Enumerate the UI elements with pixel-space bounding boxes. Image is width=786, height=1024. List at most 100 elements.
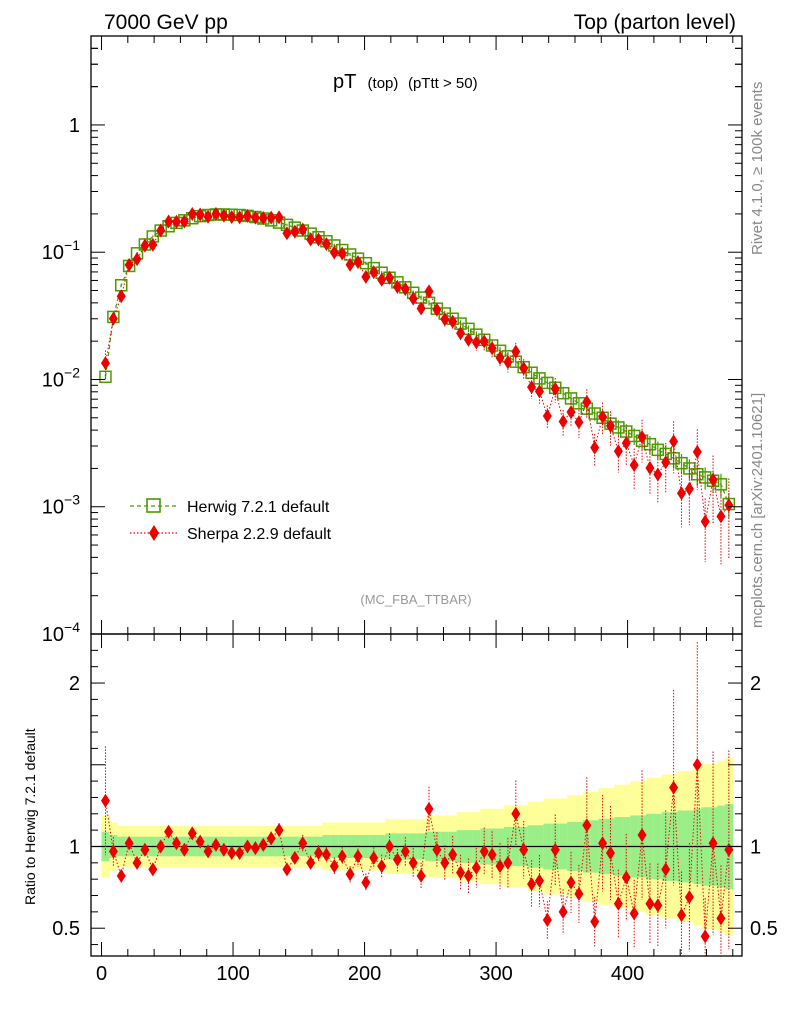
sherpa-point (534, 384, 544, 399)
ratio-ytick-label-left: 2 (69, 673, 80, 695)
ratio-sherpa-point (558, 904, 568, 919)
herwig-point (533, 372, 546, 385)
side-label-top: Rivet 4.1.0, ≥ 100k events (749, 82, 766, 255)
main-ytick-label: 10−1 (42, 237, 80, 264)
sherpa-line (105, 213, 730, 522)
sherpa-point (337, 246, 347, 261)
main-ytick-label: 10−4 (42, 619, 80, 646)
sherpa-point (171, 214, 181, 229)
legend-sherpa-marker (149, 525, 159, 541)
ratio-sherpa-point (337, 849, 347, 864)
sherpa-point (266, 210, 276, 225)
plot-title-sub2: (pTtt > 50) (408, 75, 478, 92)
sherpa-point (148, 237, 158, 252)
ratio-sherpa-point (424, 801, 434, 816)
ratio-sherpa-point (195, 834, 205, 849)
plot-title: pT (top) (pTtt > 50) (333, 71, 478, 93)
sherpa-point (298, 222, 308, 237)
ratio-sherpa-point (590, 914, 600, 929)
watermark: (MC_FBA_TTBAR) (360, 592, 471, 607)
sherpa-point (250, 210, 260, 225)
sherpa-point (219, 208, 229, 223)
ratio-ytick-label-left: 0.5 (52, 918, 80, 940)
ratio-sherpa-point (306, 855, 316, 870)
plot-title-sub1: (top) (368, 75, 399, 92)
ratio-sherpa-point (171, 836, 181, 851)
sherpa-point (227, 209, 237, 224)
ratio-sherpa-point (108, 844, 118, 859)
ratio-sherpa-point (677, 908, 687, 923)
sherpa-point (156, 223, 166, 238)
ratio-sherpa-point (314, 846, 324, 861)
sherpa-point (377, 272, 387, 287)
ratio-sherpa-point (179, 842, 189, 857)
ratio-sherpa-point (408, 855, 418, 870)
ratio-sherpa-point (329, 859, 339, 874)
sherpa-point (582, 394, 592, 409)
ratio-sherpa-point (116, 868, 126, 883)
ratio-sherpa-point (345, 867, 355, 882)
xtick-label: 0 (96, 963, 107, 985)
ratio-sherpa-point (534, 873, 544, 888)
sherpa-point (629, 458, 639, 473)
sherpa-point (124, 257, 134, 272)
ratio-sherpa-point (392, 852, 402, 867)
ratio-sherpa-point (187, 826, 197, 841)
sherpa-point (669, 434, 679, 449)
xtick-label: 200 (348, 963, 381, 985)
ratio-sherpa-point (235, 846, 245, 861)
sherpa-point (108, 311, 118, 326)
sherpa-point (440, 312, 450, 327)
ratio-sherpa-point (353, 849, 363, 864)
sherpa-point (574, 415, 584, 430)
ratio-ytick-label-right: 1 (750, 836, 761, 858)
ratio-sherpa-point (298, 836, 308, 851)
sherpa-point (700, 514, 710, 529)
main-ytick-label: 1 (69, 115, 80, 137)
ratio-sherpa-point (511, 806, 521, 821)
sherpa-point (511, 344, 521, 359)
ratio-sherpa-point (132, 855, 142, 870)
sherpa-point (187, 206, 197, 221)
sherpa-point (392, 279, 402, 294)
ratio-sherpa-point (385, 839, 395, 854)
sherpa-point (463, 332, 473, 347)
sherpa-point (345, 257, 355, 272)
ratio-sherpa-point (471, 860, 481, 875)
sherpa-point (416, 301, 426, 316)
legend-sherpa-label: Sherpa 2.2.9 default (187, 526, 332, 543)
sherpa-point (179, 214, 189, 229)
ratio-sherpa-point (440, 855, 450, 870)
sherpa-point (716, 509, 726, 524)
sherpa-point (677, 486, 687, 501)
herwig-point (99, 370, 112, 384)
ratio-sherpa-point (598, 836, 608, 851)
ratio-sherpa-point (282, 862, 292, 877)
xtick-label: 400 (611, 963, 644, 985)
ratio-sherpa-point (243, 839, 253, 854)
sherpa-point (684, 481, 694, 496)
herwig-series (99, 208, 736, 518)
ratio-sherpa-point (290, 850, 300, 865)
ratio-sherpa-point (605, 846, 615, 861)
xtick-label: 300 (479, 963, 512, 985)
ratio-sherpa-point (582, 818, 592, 833)
ratio-bands (91, 757, 742, 936)
sherpa-point (424, 284, 434, 299)
sherpa-point (503, 355, 513, 370)
ratio-sherpa-point (432, 842, 442, 857)
ratio-sherpa-point (716, 911, 726, 926)
sherpa-point (456, 326, 466, 341)
sherpa-point (400, 281, 410, 296)
sherpa-point (653, 467, 663, 482)
main-ytick-label: 10−2 (42, 364, 80, 391)
ratio-sherpa-point (203, 844, 213, 859)
sherpa-point (621, 436, 631, 451)
ratio-ytick-label-left: 1 (69, 836, 80, 858)
sherpa-point (724, 498, 734, 513)
ratio-sherpa-point (361, 875, 371, 890)
sherpa-point (211, 206, 221, 221)
sherpa-point (361, 269, 371, 284)
sherpa-point (645, 461, 655, 476)
